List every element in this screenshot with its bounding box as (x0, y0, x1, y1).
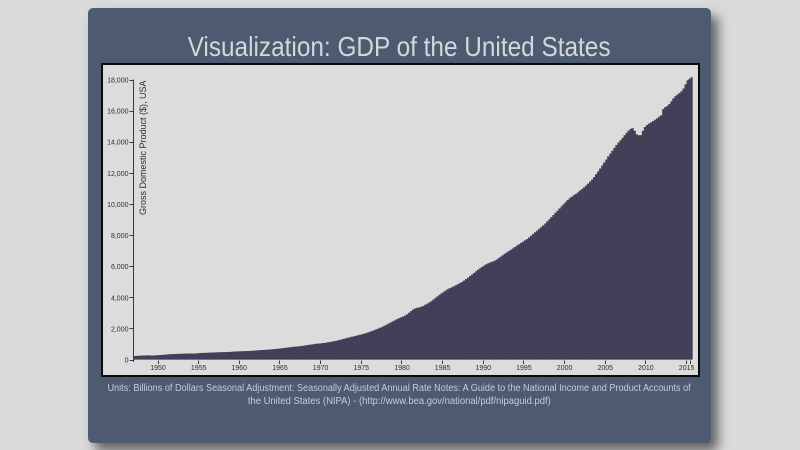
svg-text:1960: 1960 (232, 365, 248, 372)
svg-text:10,000: 10,000 (107, 202, 129, 209)
svg-text:1995: 1995 (516, 365, 532, 372)
svg-text:1975: 1975 (354, 365, 370, 372)
svg-text:2005: 2005 (598, 365, 614, 372)
svg-text:2,000: 2,000 (111, 326, 129, 333)
svg-text:6,000: 6,000 (111, 264, 129, 271)
svg-text:1970: 1970 (313, 365, 329, 372)
svg-text:2015: 2015 (679, 365, 695, 372)
svg-text:12,000: 12,000 (107, 171, 129, 178)
svg-text:16,000: 16,000 (107, 109, 129, 116)
svg-text:1950: 1950 (150, 365, 166, 372)
svg-text:1985: 1985 (435, 365, 451, 372)
svg-text:1955: 1955 (191, 365, 207, 372)
svg-text:1980: 1980 (394, 365, 410, 372)
svg-text:Gross Domestic Product ($), US: Gross Domestic Product ($), USA (138, 80, 148, 215)
svg-text:0: 0 (125, 358, 129, 365)
svg-text:18,000: 18,000 (107, 78, 129, 85)
svg-text:8,000: 8,000 (111, 233, 129, 240)
svg-text:1965: 1965 (272, 365, 288, 372)
svg-text:14,000: 14,000 (107, 140, 129, 147)
svg-text:2010: 2010 (638, 365, 654, 372)
svg-text:4,000: 4,000 (111, 295, 129, 302)
svg-text:1990: 1990 (476, 365, 492, 372)
svg-text:2000: 2000 (557, 365, 573, 372)
